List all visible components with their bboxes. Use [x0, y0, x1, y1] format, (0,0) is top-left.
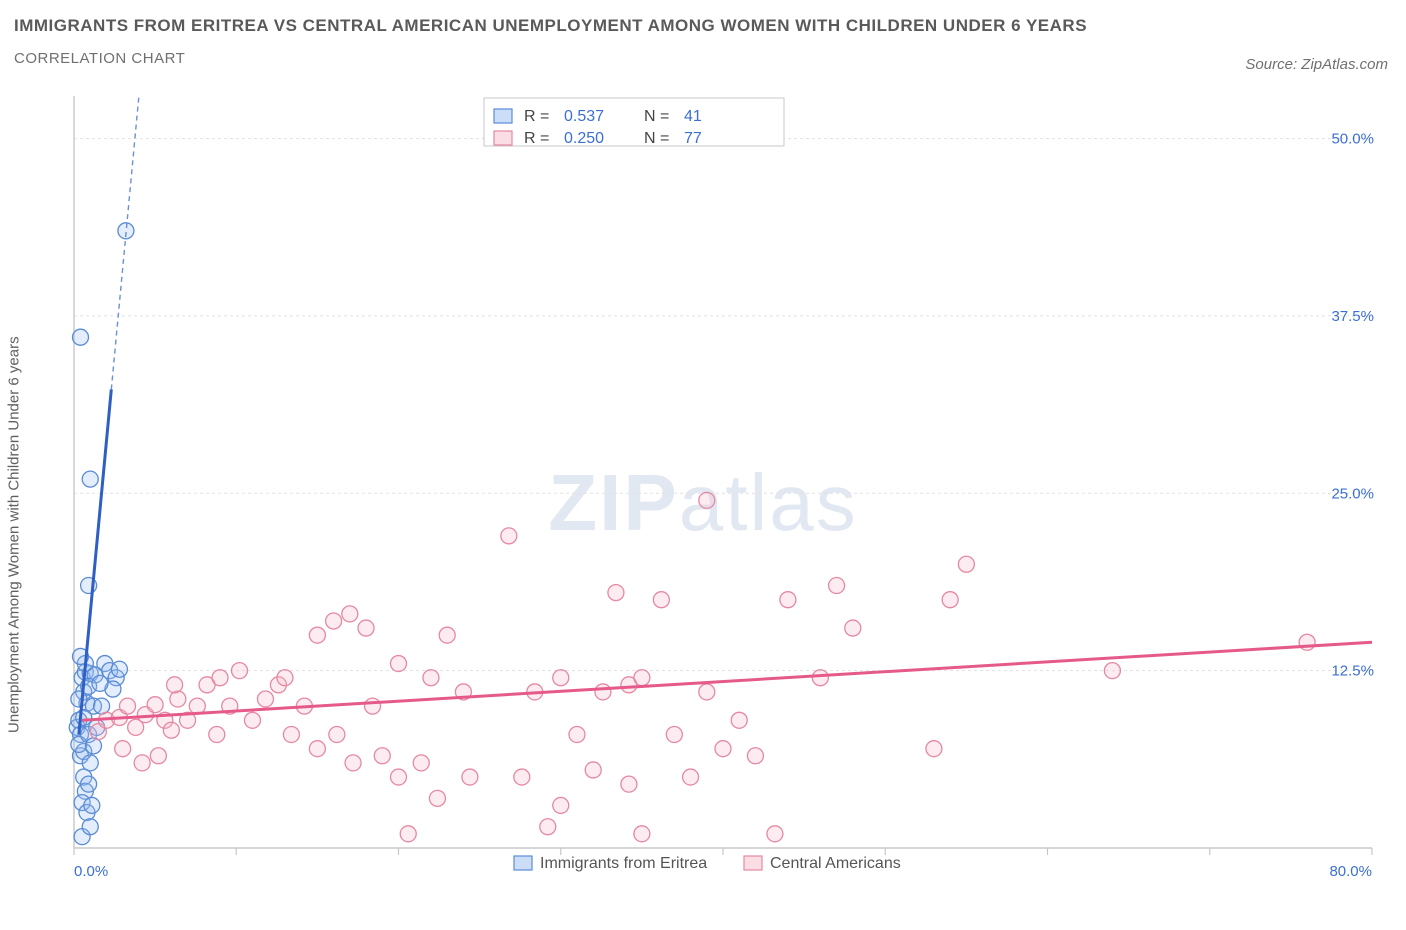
data-point: [82, 755, 98, 771]
data-point: [553, 670, 569, 686]
data-point: [829, 578, 845, 594]
trend-line-extrapolated: [111, 96, 139, 389]
source-attribution: Source: ZipAtlas.com: [1245, 56, 1388, 73]
bottom-legend-swatch: [514, 856, 532, 870]
legend-swatch: [494, 131, 512, 145]
data-point: [283, 726, 299, 742]
data-point: [400, 826, 416, 842]
data-point: [699, 684, 715, 700]
data-point: [72, 329, 88, 345]
bottom-legend-label: Immigrants from Eritrea: [540, 855, 707, 872]
data-point: [111, 661, 127, 677]
data-point: [82, 819, 98, 835]
data-point: [257, 691, 273, 707]
data-point: [81, 776, 97, 792]
data-point: [1104, 663, 1120, 679]
data-point: [540, 819, 556, 835]
data-point: [345, 755, 361, 771]
legend-n-label: N =: [644, 108, 669, 125]
data-point: [731, 712, 747, 728]
data-point: [462, 769, 478, 785]
data-point: [82, 471, 98, 487]
data-point: [585, 762, 601, 778]
legend-swatch: [494, 109, 512, 123]
data-point: [342, 606, 358, 622]
data-point: [134, 755, 150, 771]
bottom-legend-label: Central Americans: [770, 855, 901, 872]
legend-r-label: R =: [524, 108, 549, 125]
data-point: [277, 670, 293, 686]
data-point: [365, 698, 381, 714]
data-point: [569, 726, 585, 742]
data-point: [608, 585, 624, 601]
data-point: [147, 697, 163, 713]
data-point: [514, 769, 530, 785]
data-point: [812, 670, 828, 686]
legend-n-value: 41: [684, 108, 702, 125]
source-label: Source:: [1245, 56, 1297, 73]
data-point: [391, 656, 407, 672]
data-point: [501, 528, 517, 544]
data-point: [595, 684, 611, 700]
legend-n-label: N =: [644, 130, 669, 147]
data-point: [244, 712, 260, 728]
page-subtitle: CORRELATION CHART: [14, 50, 1087, 67]
x-tick-label: 0.0%: [74, 863, 108, 878]
data-point: [115, 741, 131, 757]
data-point: [653, 592, 669, 608]
data-point: [767, 826, 783, 842]
data-point: [926, 741, 942, 757]
data-point: [621, 776, 637, 792]
legend-n-value: 77: [684, 130, 702, 147]
data-point: [309, 627, 325, 643]
scatter-plot: 12.5% 25.0% 37.5% 50.0% 0.0% 80.0% R = 0.537 N =…: [54, 88, 1384, 878]
data-point: [429, 790, 445, 806]
data-point: [747, 748, 763, 764]
data-point: [309, 741, 325, 757]
x-tick-label: 80.0%: [1329, 863, 1372, 878]
data-point: [553, 797, 569, 813]
data-point: [326, 613, 342, 629]
data-point: [150, 748, 166, 764]
data-point: [167, 677, 183, 693]
data-point: [683, 769, 699, 785]
page-title: IMMIGRANTS FROM ERITREA VS CENTRAL AMERI…: [14, 16, 1087, 36]
data-point: [163, 722, 179, 738]
legend-r-label: R =: [524, 130, 549, 147]
data-point: [958, 556, 974, 572]
data-point: [439, 627, 455, 643]
legend-r-value: 0.537: [564, 108, 604, 125]
data-point: [374, 748, 390, 764]
data-point: [329, 726, 345, 742]
data-point: [942, 592, 958, 608]
data-point: [231, 663, 247, 679]
y-tick-label: 37.5%: [1331, 308, 1374, 325]
data-point: [715, 741, 731, 757]
data-point: [209, 726, 225, 742]
chart-container: Unemployment Among Women with Children U…: [14, 88, 1392, 918]
data-point: [634, 826, 650, 842]
data-point: [71, 691, 87, 707]
data-point: [358, 620, 374, 636]
data-point: [413, 755, 429, 771]
data-point: [780, 592, 796, 608]
bottom-legend-swatch: [744, 856, 762, 870]
data-point: [120, 698, 136, 714]
data-point: [666, 726, 682, 742]
y-tick-label: 50.0%: [1331, 131, 1374, 148]
data-point: [634, 670, 650, 686]
y-tick-label: 25.0%: [1331, 485, 1374, 502]
data-point: [92, 675, 108, 691]
source-name: ZipAtlas.com: [1301, 56, 1388, 73]
legend-r-value: 0.250: [564, 130, 604, 147]
data-point: [391, 769, 407, 785]
data-point: [699, 492, 715, 508]
data-point: [845, 620, 861, 636]
data-point: [84, 797, 100, 813]
data-point: [212, 670, 228, 686]
y-tick-label: 12.5%: [1331, 663, 1374, 680]
data-point: [170, 691, 186, 707]
data-point: [423, 670, 439, 686]
